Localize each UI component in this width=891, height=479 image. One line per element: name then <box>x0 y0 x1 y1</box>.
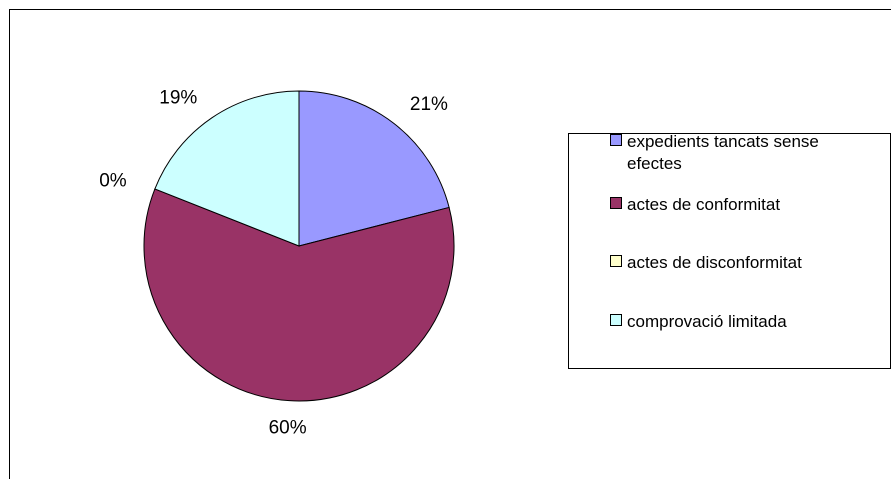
pie-slice-expedients-tancats-sense-efectes <box>298 90 450 247</box>
data-label-comprovaci-limitada: 19% <box>159 87 197 108</box>
legend-swatch-comprovaci-limitada <box>610 314 622 326</box>
legend-label-actes-de-disconformitat: actes de disconformitat <box>627 253 802 272</box>
data-label-expedients-tancats-sense-efectes: 21% <box>410 94 448 115</box>
data-label-actes-de-disconformitat: 0% <box>99 170 127 191</box>
legend-label-expedients-tancats-sense-efectes: expedients tancats sense <box>627 132 819 151</box>
legend-swatch-expedients-tancats-sense-efectes <box>610 134 622 146</box>
legend-box <box>568 133 891 369</box>
legend-label-actes-de-conformitat: actes de conformitat <box>627 195 780 214</box>
legend-swatch-actes-de-conformitat <box>610 197 622 209</box>
legend-label-comprovaci-limitada: comprovació limitada <box>627 312 787 331</box>
chart-area <box>9 9 891 479</box>
legend-swatch-actes-de-disconformitat <box>610 255 622 267</box>
data-label-actes-de-conformitat: 60% <box>269 418 307 439</box>
legend-label-expedients-tancats-sense-efectes: efectes <box>627 154 682 173</box>
pie-slice-actes-de-conformitat <box>143 188 455 402</box>
pie-slice-comprovaci-limitada <box>154 90 300 247</box>
